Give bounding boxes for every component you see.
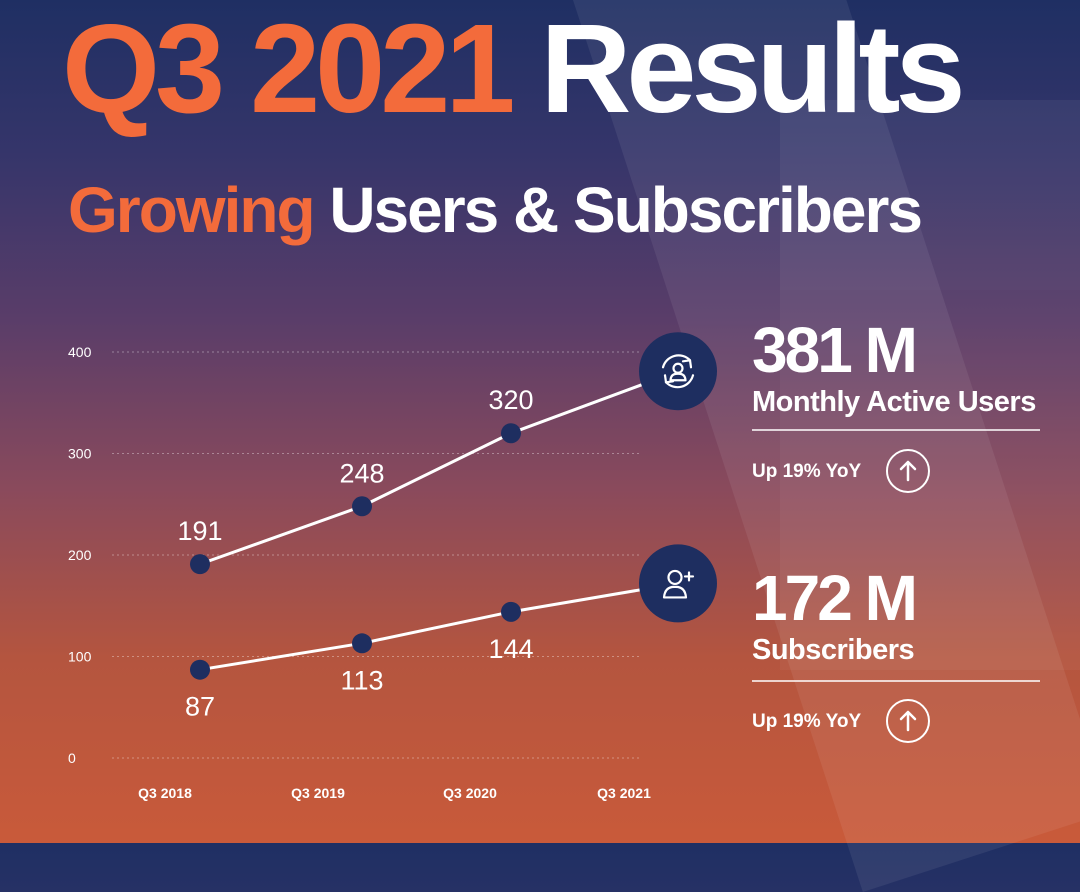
page-title: Q3 2021 Results — [62, 6, 966, 132]
title-rest: Results — [540, 0, 965, 139]
x-tick-label: Q3 2018 — [138, 785, 192, 801]
data-label: 320 — [488, 385, 533, 415]
y-tick-label: 300 — [68, 446, 92, 462]
y-tick-label: 400 — [68, 344, 92, 360]
mau-value: 381 M — [752, 314, 918, 386]
data-label: 87 — [185, 692, 215, 722]
mau-stat: 381 M Monthly Active Users — [752, 318, 1052, 419]
y-tick-label: 0 — [68, 750, 76, 766]
subscribers-endpoint-marker — [639, 544, 717, 623]
up-arrow-icon — [886, 449, 930, 493]
subscribers-yoy: Up 19% YoY — [752, 711, 862, 732]
x-tick-label: Q3 2020 — [443, 785, 497, 801]
data-point — [352, 496, 372, 517]
chart-title: Growing Users & Subscribers — [68, 178, 923, 242]
endpoint-circle — [639, 332, 717, 411]
data-label: 144 — [488, 634, 533, 664]
mau-divider — [752, 429, 1040, 431]
data-point — [190, 659, 210, 680]
subscribers-stat: 172 M Subscribers — [752, 566, 1052, 667]
y-tick-label: 100 — [68, 649, 92, 665]
add-user-icon — [662, 569, 695, 599]
mau-endpoint-marker — [639, 332, 717, 411]
subtitle-rest: Users & Subscribers — [329, 174, 923, 246]
x-tick-label: Q3 2021 — [597, 785, 651, 801]
plus-sign — [683, 571, 695, 582]
series-line — [198, 369, 680, 566]
data-label: 248 — [339, 458, 384, 488]
user-body — [662, 585, 688, 599]
title-accent: Q3 2021 — [62, 0, 515, 139]
data-point — [352, 633, 372, 654]
subscribers-value: 172 M — [752, 562, 918, 634]
mau-yoy: Up 19% YoY — [752, 461, 862, 482]
data-point — [501, 423, 521, 444]
refresh-arc — [661, 354, 692, 369]
data-label: 191 — [177, 516, 222, 546]
x-tick-label: Q3 2019 — [291, 785, 345, 801]
line-chart: 0 100 200 300 400 Q3 2018 Q3 2019 Q3 2020 Q3 202… — [68, 332, 717, 801]
y-tick-label: 200 — [68, 547, 92, 563]
up-arrow-icon — [886, 699, 930, 743]
arrow-head — [681, 359, 693, 369]
subscribers-divider — [752, 680, 1040, 682]
refresh-user-icon — [661, 354, 695, 389]
arrow-head — [663, 374, 675, 384]
data-point — [190, 554, 210, 575]
subscribers-label: Subscribers — [752, 634, 915, 666]
data-label: 113 — [340, 665, 383, 695]
user-head — [667, 569, 683, 586]
data-point — [501, 601, 521, 622]
series-line — [198, 581, 680, 672]
refresh-arc — [664, 374, 695, 389]
user-body — [669, 372, 687, 382]
subtitle-accent: Growing — [68, 174, 316, 246]
mau-label: Monthly Active Users — [752, 386, 1036, 418]
